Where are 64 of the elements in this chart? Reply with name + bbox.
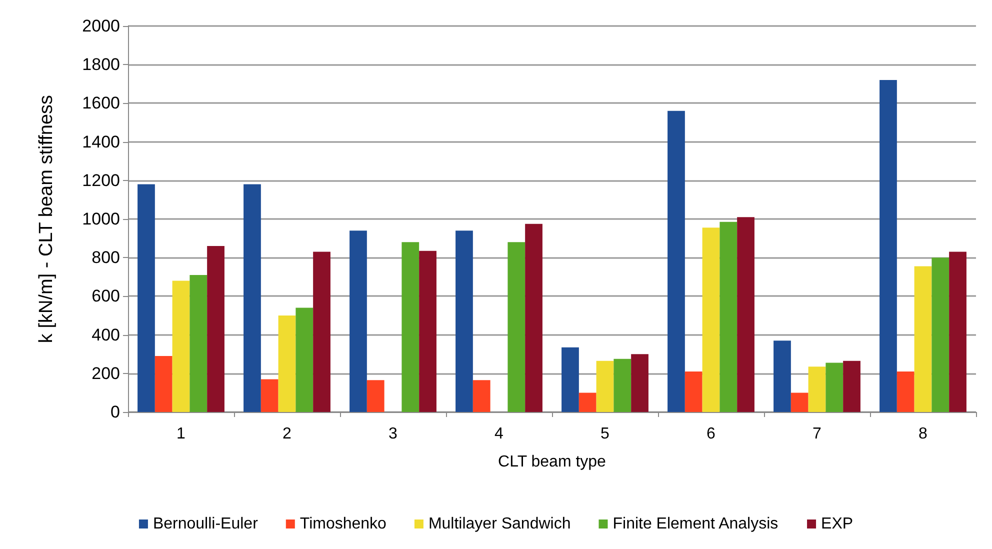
bar <box>914 266 932 412</box>
y-tick-label: 0 <box>110 402 120 422</box>
legend-label: Multilayer Sandwich <box>428 516 571 532</box>
y-tick-label: 400 <box>92 325 120 344</box>
bar <box>896 371 914 412</box>
legend-label: Finite Element Analysis <box>612 516 778 532</box>
y-tick-label: 1600 <box>82 94 120 113</box>
bar <box>419 250 436 412</box>
bar <box>668 110 685 412</box>
bar <box>720 222 738 412</box>
bar <box>313 252 330 412</box>
x-tick-label: 3 <box>388 426 398 442</box>
bar <box>260 379 278 412</box>
bar <box>172 280 190 412</box>
y-tick-label: 600 <box>92 286 120 306</box>
bar <box>456 230 473 412</box>
y-tick-label: 2000 <box>82 16 120 36</box>
bar <box>631 354 648 412</box>
x-tick-label: 6 <box>706 426 716 442</box>
bar <box>949 252 966 412</box>
bar <box>207 246 224 412</box>
bar <box>702 228 720 412</box>
legend-label: Timoshenko <box>300 516 387 532</box>
bar <box>684 371 702 412</box>
y-tick-label: 200 <box>92 364 120 383</box>
bar <box>366 380 384 412</box>
bar <box>244 184 261 412</box>
bar <box>808 366 826 412</box>
x-tick-label: 4 <box>494 426 504 442</box>
bar <box>774 340 791 412</box>
bar <box>790 392 808 412</box>
bar <box>472 380 490 412</box>
bar <box>190 274 208 412</box>
bar <box>932 258 950 412</box>
bar <box>402 242 420 412</box>
bar <box>154 356 172 412</box>
bar <box>278 316 296 412</box>
bar <box>614 358 632 412</box>
y-tick-label: 1800 <box>82 55 120 74</box>
y-tick-label: 1000 <box>82 210 120 228</box>
x-tick-label: 5 <box>600 426 610 442</box>
x-axis-title: CLT beam type <box>498 454 606 470</box>
y-tick-label: 800 <box>92 248 120 268</box>
bar <box>826 362 844 412</box>
legend-label: EXP <box>821 516 854 532</box>
x-tick-label: 8 <box>918 426 928 442</box>
x-tick-label: 1 <box>176 426 186 442</box>
bar <box>138 184 155 412</box>
bar <box>578 392 596 412</box>
bar <box>562 347 579 412</box>
y-axis-title: k [kN/m] - CLT beam stiffness <box>36 94 57 344</box>
bar <box>296 308 314 412</box>
bar <box>525 224 542 412</box>
bar <box>350 230 367 412</box>
x-tick-label: 2 <box>282 426 292 442</box>
bar <box>880 80 897 412</box>
bar <box>508 242 526 412</box>
bar <box>596 360 614 412</box>
x-tick-label: 7 <box>812 426 822 442</box>
bar <box>737 217 754 412</box>
y-tick-label: 1200 <box>82 170 120 190</box>
bar <box>843 360 860 412</box>
legend-label: Bernoulli-Euler <box>152 516 259 532</box>
y-tick-label: 1400 <box>82 132 120 152</box>
